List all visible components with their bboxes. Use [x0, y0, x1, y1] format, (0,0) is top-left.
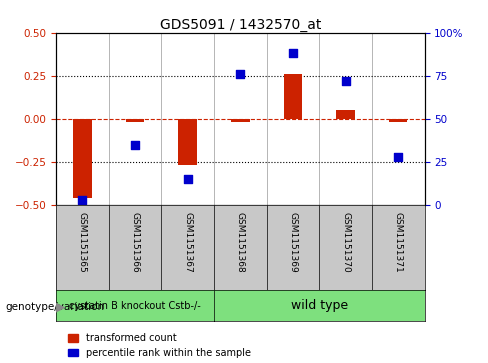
Bar	[336, 110, 355, 119]
Point	[394, 154, 402, 160]
Text: GSM1151366: GSM1151366	[131, 212, 140, 273]
Text: GSM1151365: GSM1151365	[78, 212, 87, 273]
Point	[342, 78, 349, 84]
Text: GSM1151367: GSM1151367	[183, 212, 192, 273]
Text: wild type: wild type	[291, 299, 348, 312]
Bar	[179, 119, 197, 166]
Text: genotype/variation: genotype/variation	[5, 302, 104, 312]
Text: GSM1151370: GSM1151370	[341, 212, 350, 273]
Text: ▶: ▶	[56, 300, 66, 313]
Title: GDS5091 / 1432570_at: GDS5091 / 1432570_at	[160, 18, 321, 32]
Text: GSM1151371: GSM1151371	[394, 212, 403, 273]
Bar	[126, 119, 144, 122]
Text: GSM1151369: GSM1151369	[288, 212, 298, 273]
Point	[131, 142, 139, 148]
Point	[79, 197, 86, 203]
Legend: transformed count, percentile rank within the sample: transformed count, percentile rank withi…	[68, 333, 251, 358]
Bar	[389, 119, 407, 122]
Point	[184, 176, 192, 182]
Bar	[73, 119, 92, 198]
Point	[237, 71, 244, 77]
Text: GSM1151368: GSM1151368	[236, 212, 245, 273]
Bar	[231, 119, 249, 122]
Bar	[284, 74, 302, 119]
Point	[289, 50, 297, 56]
Text: cystatin B knockout Cstb-/-: cystatin B knockout Cstb-/-	[69, 301, 201, 311]
